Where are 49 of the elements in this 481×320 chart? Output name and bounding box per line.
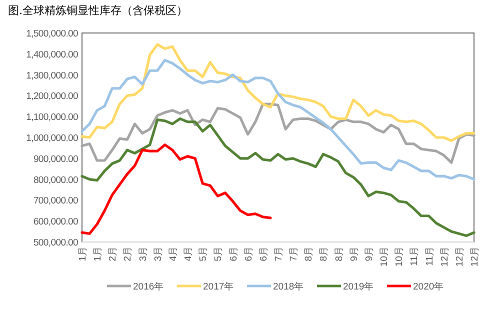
y-tick-label: 1,300,000.00 <box>26 70 78 82</box>
x-tick-label: 4月 <box>168 246 179 262</box>
x-tick-label: 10月 <box>379 246 390 267</box>
x-tick-label: 1月 <box>92 246 104 262</box>
x-tick-label: 6月 <box>243 246 254 262</box>
y-tick-label: 800,000.00 <box>33 174 78 186</box>
x-tick-label: 1月 <box>78 246 88 262</box>
y-tick-label: 1,200,000.00 <box>26 91 78 102</box>
y-tick-label: 1,500,000.00 <box>26 28 78 40</box>
x-tick-label: 11月 <box>409 246 420 266</box>
line-series <box>80 102 476 164</box>
x-tick-label: 7月 <box>288 246 300 262</box>
legend-label: 2020年 <box>413 280 444 292</box>
y-tick-label: 500,000.00 <box>33 238 78 248</box>
x-tick-label: 5月 <box>213 246 224 262</box>
x-tick-label: 9月 <box>364 246 375 262</box>
x-tick-label: 7月 <box>274 246 284 262</box>
x-tick-label: 8月 <box>318 246 330 262</box>
x-tick-label: 2月 <box>108 246 119 262</box>
x-tick-label: 12月 <box>439 246 450 267</box>
x-tick-label: 3月 <box>152 246 164 262</box>
line-series <box>80 117 476 238</box>
legend-label: 2017年 <box>203 280 234 292</box>
x-tick-label: 4月 <box>183 246 194 262</box>
line-series <box>80 43 476 142</box>
legend-label: 2016年 <box>133 280 164 292</box>
y-tick-label: 900,000.00 <box>33 154 78 165</box>
legend-label: 2018年 <box>273 280 304 292</box>
x-tick-label: 12月 <box>470 246 480 267</box>
line-series <box>80 58 476 181</box>
y-tick-label: 600,000.00 <box>33 216 78 228</box>
x-tick-label: 8月 <box>334 246 345 262</box>
x-tick-label: 5月 <box>198 246 210 262</box>
legend-label: 2019年 <box>343 280 374 292</box>
x-tick-label: 6月 <box>228 246 240 262</box>
y-tick-label: 1,100,000.00 <box>26 112 78 124</box>
x-tick-label: 3月 <box>138 246 149 262</box>
x-tick-label: 6月 <box>258 246 270 262</box>
x-tick-label: 9月 <box>348 246 360 262</box>
y-tick-label: 1,400,000.00 <box>26 49 78 60</box>
x-tick-label: 2月 <box>122 246 134 262</box>
x-tick-label: 12月 <box>454 246 466 267</box>
x-tick-label: 8月 <box>304 246 315 262</box>
chart-title: 图.全球精炼铜显性库存（含保税区） <box>8 4 188 17</box>
line-series <box>80 144 272 235</box>
y-tick-label: 1,000,000.00 <box>26 133 78 144</box>
x-tick-label: 10月 <box>394 246 406 267</box>
x-tick-label: 11月 <box>424 246 436 266</box>
y-tick-label: 700,000.00 <box>33 196 78 207</box>
